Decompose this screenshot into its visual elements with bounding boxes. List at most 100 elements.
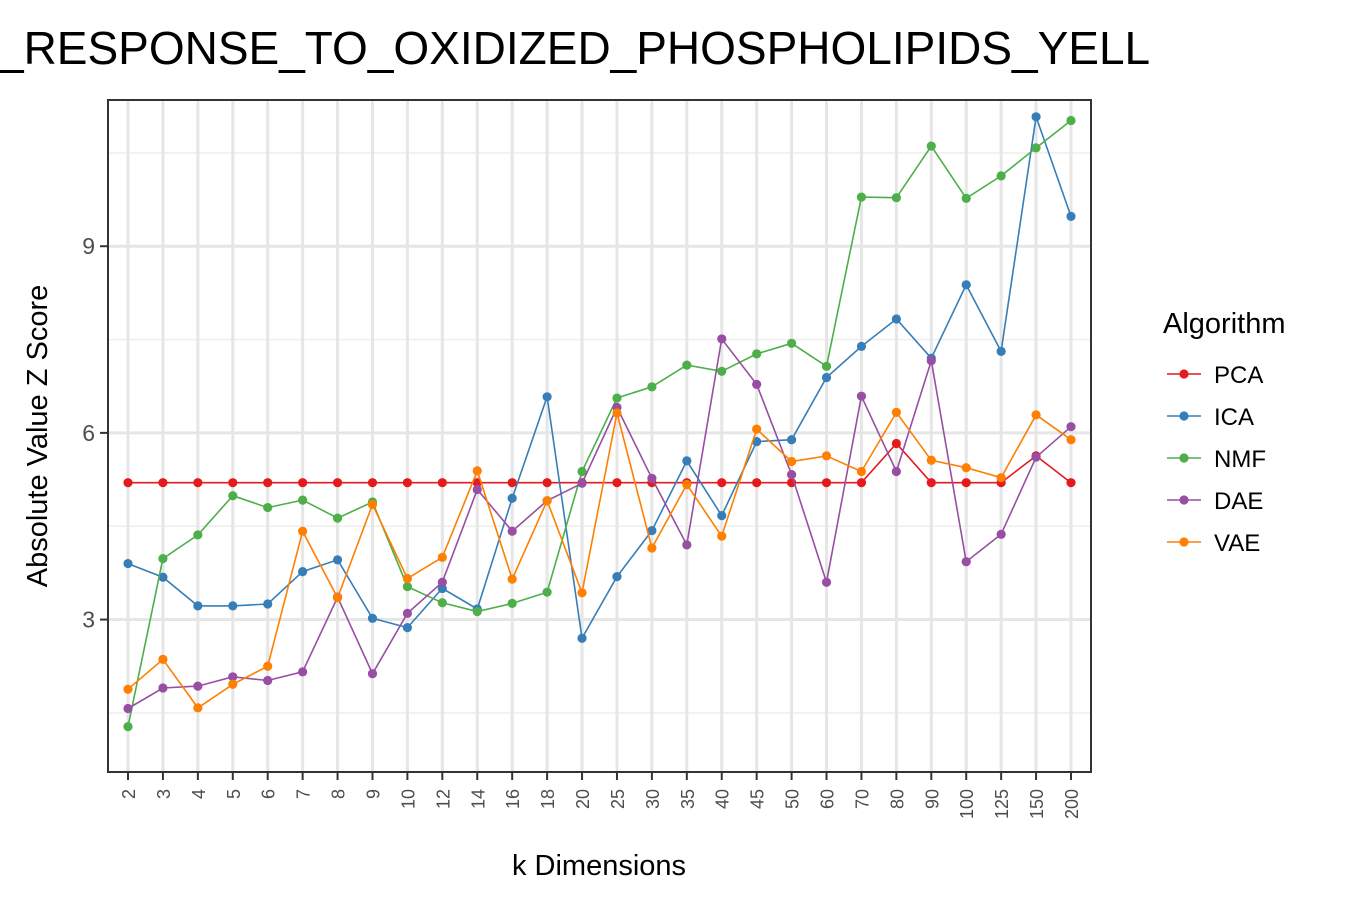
data-point-dae — [682, 540, 692, 550]
data-point-vae — [647, 543, 657, 553]
data-point-ica — [332, 555, 343, 565]
data-point-nmf — [752, 349, 762, 359]
x-tick-label: 10 — [398, 789, 418, 809]
data-point-ica — [961, 280, 971, 290]
data-point-vae — [367, 499, 378, 510]
legend-key-point — [1179, 537, 1189, 547]
data-point-dae — [402, 608, 413, 618]
data-point-dae — [193, 681, 203, 691]
legend-item-dae: DAE — [1167, 488, 1263, 515]
data-point-dae — [996, 529, 1006, 539]
legend-label: ICA — [1214, 404, 1254, 431]
data-point-dae — [1066, 422, 1076, 432]
x-tick-label: 125 — [992, 789, 1012, 819]
data-point-vae — [158, 654, 168, 664]
legend-item-vae: VAE — [1167, 530, 1260, 557]
x-tick-label: 2 — [119, 789, 139, 799]
data-point-nmf — [821, 361, 832, 371]
data-point-nmf — [926, 141, 936, 151]
legend-label: PCA — [1214, 362, 1263, 389]
data-point-nmf — [577, 466, 587, 477]
data-point-dae — [263, 675, 273, 686]
data-point-pca — [158, 478, 168, 488]
chart-title: _RESPONSE_TO_OXIDIZED_PHOSPHOLIPIDS_YELL — [0, 22, 1150, 74]
data-point-vae — [1031, 410, 1041, 420]
series-dae — [123, 334, 1076, 714]
series-line-pca — [128, 442, 1072, 484]
data-point-dae — [752, 379, 762, 389]
data-point-nmf — [437, 598, 447, 608]
legend-key-point — [1179, 453, 1189, 463]
y-tick-label: 6 — [82, 420, 95, 446]
data-point-vae — [263, 661, 273, 671]
plot-panel-border — [107, 99, 1092, 773]
data-point-pca — [123, 478, 133, 488]
x-tick-label: 40 — [713, 789, 733, 809]
data-point-dae — [228, 672, 238, 682]
x-tick-label: 25 — [608, 789, 628, 809]
data-point-vae — [821, 451, 832, 461]
x-tick-label: 45 — [748, 789, 768, 809]
x-tick-label: 4 — [189, 789, 209, 799]
data-point-nmf — [1066, 115, 1076, 126]
x-tick-label: 50 — [783, 789, 803, 809]
data-point-vae — [472, 466, 482, 476]
data-point-vae — [577, 588, 587, 598]
data-point-pca — [228, 478, 238, 488]
x-tick-label: 20 — [573, 789, 593, 809]
x-tick-label: 7 — [294, 789, 314, 799]
data-point-vae — [402, 573, 413, 584]
data-point-vae — [856, 466, 867, 477]
legend-item-ica: ICA — [1167, 404, 1254, 431]
data-point-ica — [402, 623, 413, 633]
data-point-vae — [123, 684, 133, 694]
x-tick-label: 100 — [957, 789, 977, 819]
data-point-dae — [367, 669, 378, 679]
data-point-vae — [891, 407, 901, 417]
data-point-pca — [332, 478, 343, 488]
data-point-ica — [298, 567, 308, 577]
x-axis-title: k Dimensions — [512, 850, 686, 882]
legend-label: VAE — [1214, 530, 1260, 557]
data-point-pca — [1066, 478, 1076, 488]
y-axis-title: Absolute Value Z Score — [22, 285, 54, 588]
data-point-nmf — [472, 606, 482, 617]
series-line-vae — [127, 410, 1072, 709]
data-point-dae — [158, 683, 168, 693]
data-point-dae — [926, 356, 936, 366]
data-point-pca — [367, 478, 378, 488]
data-point-pca — [752, 478, 762, 488]
data-point-ica — [891, 314, 901, 324]
data-point-vae — [507, 574, 517, 584]
data-point-pca — [612, 478, 622, 488]
data-point-pca — [542, 478, 552, 488]
data-point-nmf — [402, 581, 413, 592]
data-point-vae — [961, 463, 971, 473]
data-point-vae — [193, 703, 203, 713]
data-point-dae — [821, 577, 832, 587]
x-tick-label: 5 — [224, 789, 244, 799]
legend-key-point — [1179, 369, 1189, 379]
data-point-ica — [786, 435, 797, 445]
y-tick-label: 3 — [82, 607, 95, 633]
legend-key-point — [1179, 495, 1189, 505]
data-point-nmf — [298, 495, 308, 505]
data-point-pca — [263, 478, 273, 488]
x-tick-label: 16 — [503, 789, 523, 809]
series-pca — [123, 438, 1076, 488]
data-point-ica — [193, 601, 203, 611]
data-point-dae — [298, 667, 308, 677]
data-point-ica — [752, 437, 762, 447]
data-point-pca — [891, 438, 901, 449]
data-point-dae — [856, 391, 867, 401]
data-point-ica — [647, 525, 657, 536]
x-tick-label: 6 — [259, 789, 279, 799]
data-point-nmf — [647, 382, 657, 392]
data-point-dae — [437, 577, 447, 587]
data-point-ica — [1031, 112, 1041, 122]
series-line-nmf — [127, 119, 1072, 727]
data-point-vae — [717, 531, 727, 541]
data-point-nmf — [332, 513, 343, 523]
data-point-nmf — [612, 393, 622, 403]
data-point-ica — [263, 599, 273, 609]
